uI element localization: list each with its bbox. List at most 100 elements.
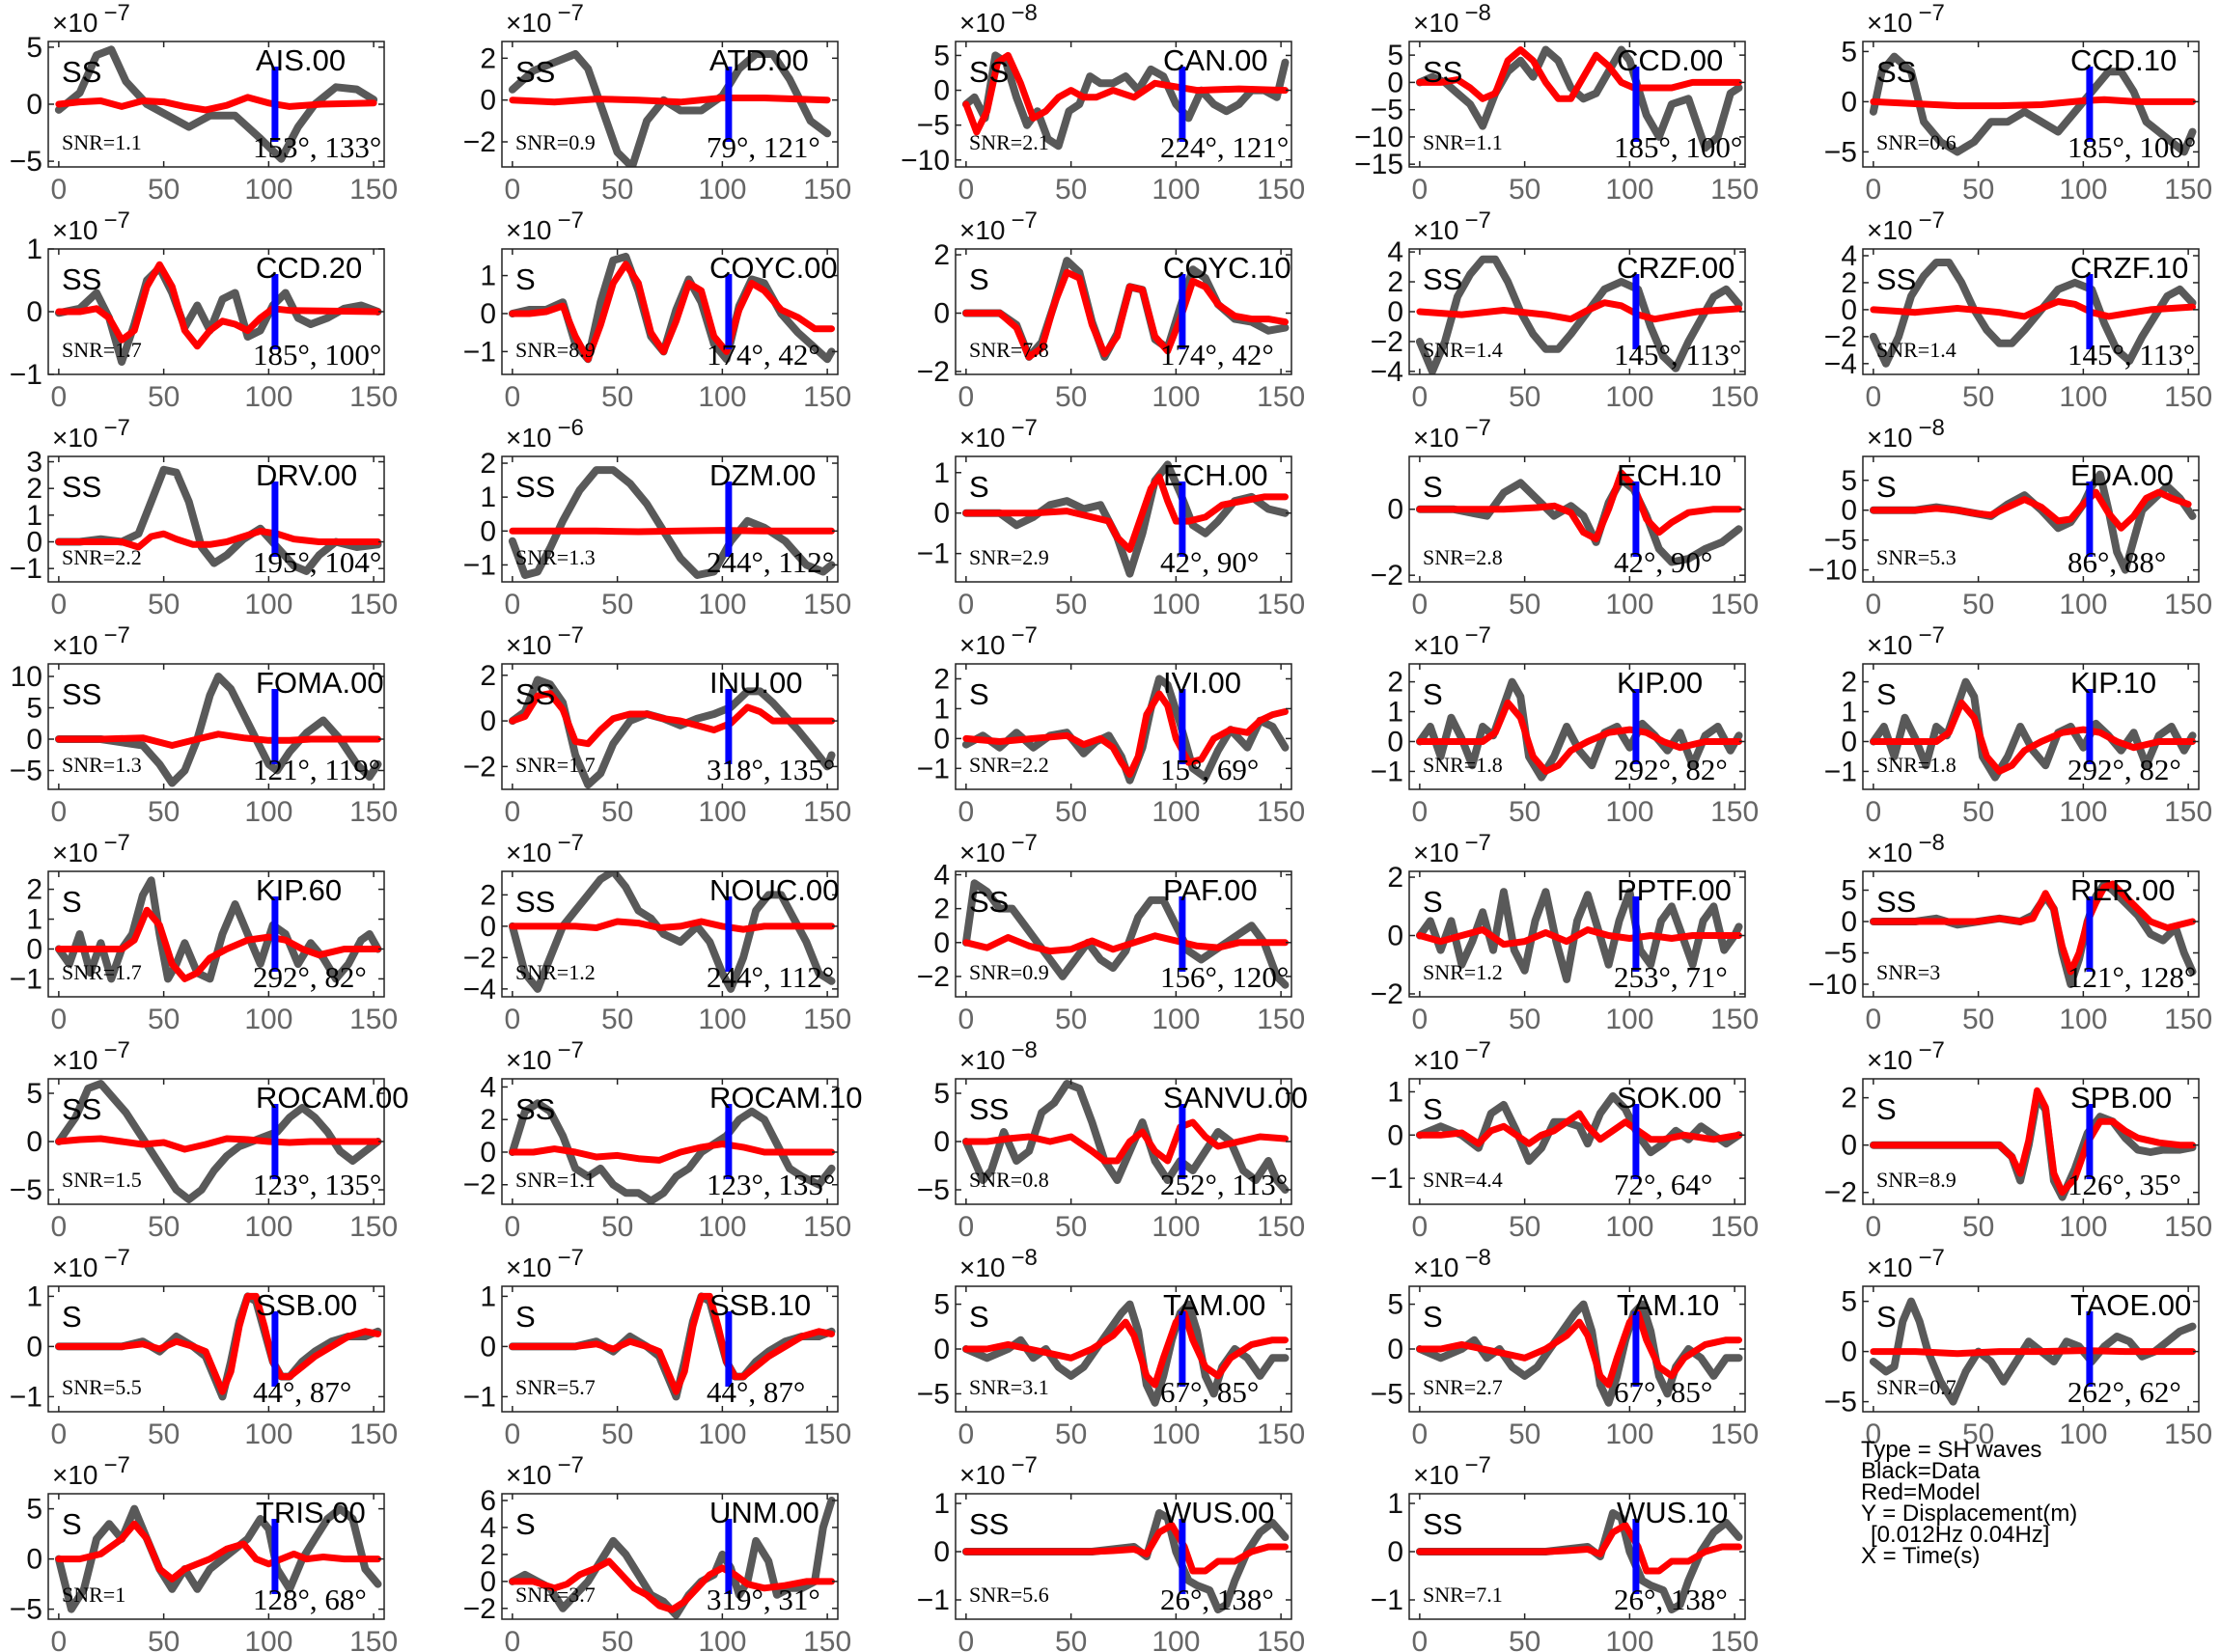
x-tick-label: 50	[1055, 381, 1087, 413]
legend-x: X = Time(s)	[1861, 1543, 1981, 1569]
azimuth-label: 244°, 112°	[707, 545, 834, 579]
x-tick-label: 100	[698, 174, 746, 206]
x-tick-label: 0	[505, 1211, 521, 1243]
y-tick-label: 2	[480, 42, 496, 74]
x-tick-label: 0	[505, 174, 521, 206]
y-exponent: ×10 −7	[1867, 207, 1945, 245]
azimuth-label: 123°, 135°	[253, 1168, 381, 1201]
snr-label: SNR=2.9	[969, 545, 1049, 569]
axes-box	[955, 870, 1292, 998]
y-tick-label: 1	[1841, 697, 1857, 729]
phase-label: S	[62, 1300, 82, 1334]
station-label: FOMA.00	[256, 666, 384, 700]
station-label: AIS.00	[256, 43, 346, 77]
x-tick-label: 0	[51, 1211, 68, 1243]
y-tick-label: −1	[1371, 756, 1403, 787]
phase-label: SS	[1423, 1507, 1462, 1541]
x-tick-label: 150	[1257, 381, 1305, 413]
station-label: EDA.00	[2070, 458, 2174, 492]
snr-label: SNR=1.7	[515, 753, 596, 777]
x-tick-label: 50	[148, 1418, 180, 1450]
snr-label: SNR=4.4	[1423, 1168, 1503, 1192]
y-tick-label: 0	[1387, 921, 1403, 952]
y-exponent: ×10 −7	[506, 0, 584, 38]
y-exponent: ×10 −8	[959, 1037, 1038, 1075]
x-tick-label: 100	[1152, 1211, 1200, 1243]
data-trace	[54, 465, 382, 575]
panel-wus-10: 0 50 100 150 1 0 −1 ×10 −7 SS WUS.10 SNR=7.1 26°, 13…	[1371, 1452, 1759, 1652]
model-trace	[962, 268, 1289, 361]
y-tick-label: 1	[1387, 1076, 1403, 1108]
y-tick-label: 0	[26, 1331, 42, 1363]
snr-label: SNR=1.1	[515, 1168, 596, 1192]
x-tick-label: 150	[1257, 174, 1305, 206]
model-trace	[962, 473, 1289, 553]
snr-label: SNR=1.7	[62, 960, 142, 984]
snr-label: SNR=1.8	[1876, 753, 1956, 777]
y-tick-label: −1	[1371, 1163, 1403, 1195]
station-label: DZM.00	[709, 458, 816, 492]
x-tick-label: 100	[244, 796, 292, 828]
legend-data: Black=Data	[1861, 1458, 1981, 1484]
y-exponent: ×10 −7	[1413, 1037, 1491, 1075]
y-exponent: ×10 −8	[1867, 830, 1945, 867]
x-tick-label: 100	[2059, 1004, 2107, 1035]
snr-label: SNR=0.9	[515, 130, 596, 154]
phase-label: S	[1423, 1300, 1443, 1334]
snr-label: SNR=1.8	[1423, 753, 1503, 777]
y-tick-label: −1	[1371, 1584, 1403, 1616]
snr-label: SNR=1.3	[515, 545, 596, 569]
y-tick-label: 5	[1841, 465, 1857, 497]
x-tick-label: 100	[244, 1626, 292, 1652]
x-tick-label: 0	[505, 1418, 521, 1450]
model-trace	[55, 94, 377, 114]
phase-label: SS	[1876, 55, 1916, 89]
y-tick-label: 0	[26, 89, 42, 121]
phase-label: S	[515, 262, 536, 296]
snr-label: SNR=2.1	[969, 130, 1049, 154]
y-exponent: ×10 −7	[1413, 415, 1491, 453]
y-tick-label: 2	[1387, 266, 1403, 298]
x-tick-label: 100	[1605, 1626, 1653, 1652]
x-tick-label: 100	[1152, 589, 1200, 620]
station-label: CAN.00	[1163, 43, 1268, 77]
y-tick-label: 2	[480, 879, 496, 911]
legend-band: [0.012Hz 0.04Hz]	[1871, 1522, 2050, 1548]
data-trace	[1415, 1091, 1743, 1166]
snr-label: SNR=7.1	[1423, 1583, 1503, 1607]
azimuth-label: 185°, 100°	[1614, 130, 1742, 164]
x-tick-label: 150	[1710, 589, 1759, 620]
phase-label: S	[515, 1300, 536, 1334]
x-tick-label: 0	[505, 796, 521, 828]
y-tick-label: −10	[1808, 969, 1857, 1001]
data-trace	[961, 51, 1290, 151]
data-trace	[54, 45, 378, 163]
model-trace	[55, 261, 381, 350]
y-tick-label: 0	[933, 927, 950, 959]
x-tick-label: 0	[51, 796, 68, 828]
y-tick-label: 1	[26, 500, 42, 532]
x-tick-label: 50	[1055, 1211, 1087, 1243]
x-tick-label: 0	[505, 1004, 521, 1035]
x-tick-label: 150	[2164, 1418, 2212, 1450]
x-tick-label: 150	[803, 1211, 851, 1243]
x-tick-label: 0	[1412, 381, 1429, 413]
x-tick-label: 50	[601, 381, 633, 413]
model-trace	[509, 1292, 835, 1395]
azimuth-label: 292°, 82°	[253, 960, 367, 994]
y-exponent: ×10 −7	[1867, 0, 1945, 38]
snr-label: SNR=2.2	[62, 545, 142, 569]
snr-label: SNR=1.2	[515, 960, 596, 984]
y-tick-label: 0	[480, 1137, 496, 1169]
y-tick-label: 4	[480, 1071, 496, 1103]
y-tick-label: 2	[1841, 267, 1857, 299]
panel-ssb-00: 0 50 100 150 1 0 −1 ×10 −7 S SSB.00 SNR=5.5 44°, 87°	[10, 1245, 398, 1450]
y-tick-label: −5	[10, 1174, 42, 1206]
y-tick-label: −2	[1371, 978, 1403, 1010]
